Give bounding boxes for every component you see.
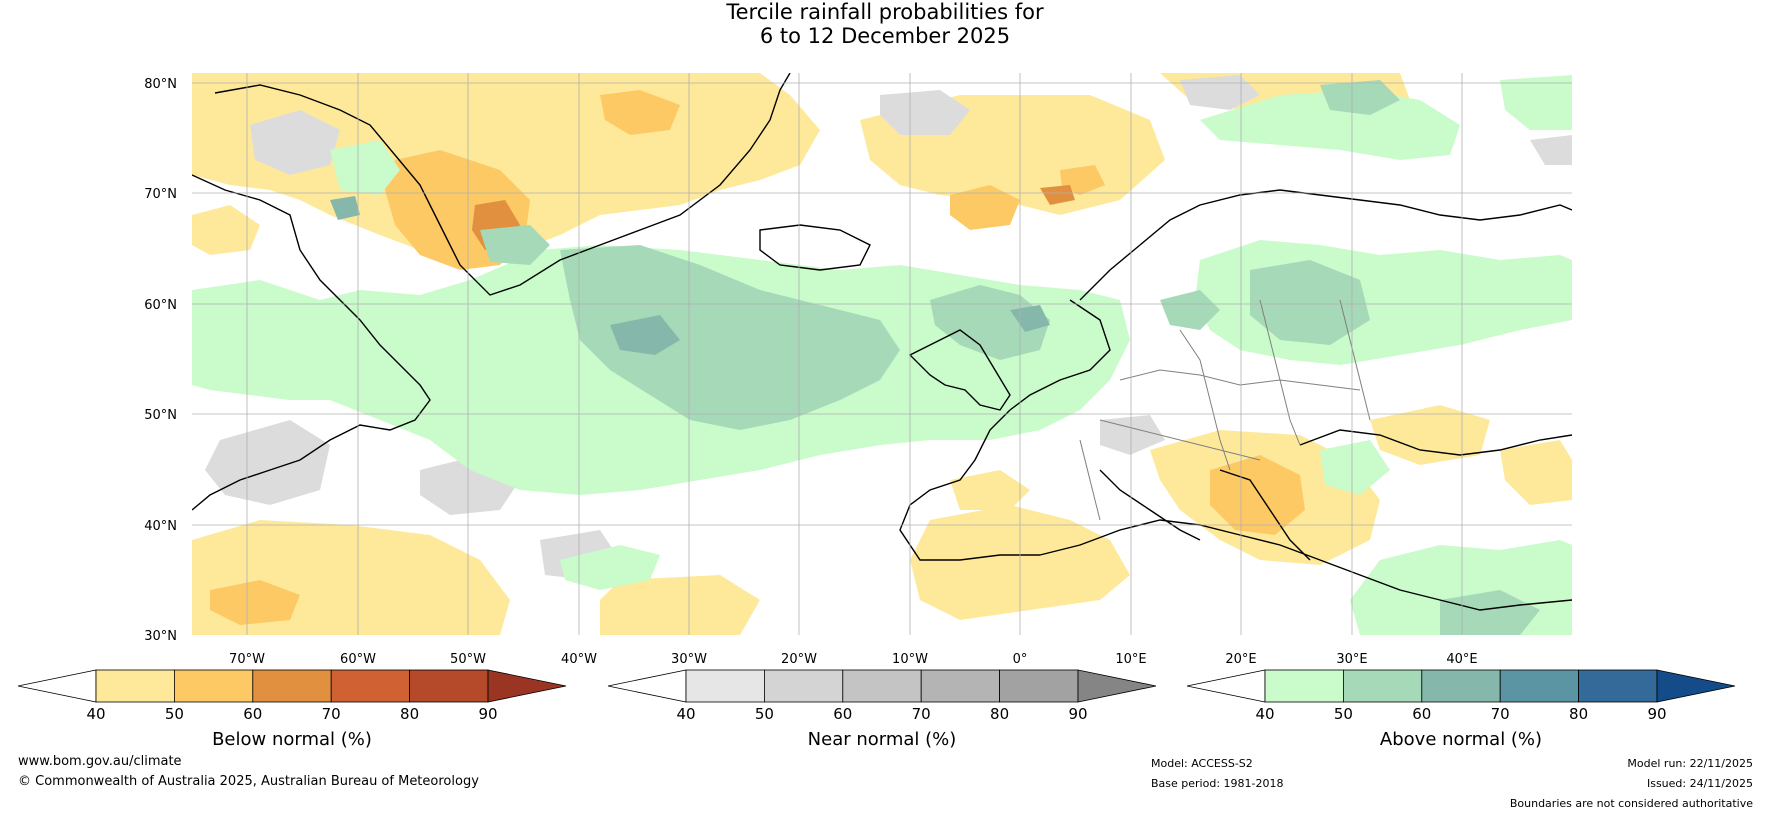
map-panel [192, 73, 1572, 635]
colorbar-segment [409, 669, 489, 703]
colorbar-tick-label: 60 [1412, 705, 1431, 723]
colorbar-max-arrow [1077, 669, 1157, 703]
colorbar-segment [920, 669, 1001, 703]
lon-label: 20°E [1225, 652, 1256, 667]
colorbar-above-normal: 40 50 60 70 80 90 Above normal (%) [1186, 669, 1736, 750]
colorbar-tick-label: 80 [990, 705, 1009, 723]
lat-label: 80°N [144, 77, 177, 92]
lon-label: 10°W [892, 652, 928, 667]
colorbar-label: Above normal (%) [1380, 729, 1542, 750]
colorbar-min-arrow [17, 669, 97, 703]
latitude-labels: 80°N 70°N 60°N 50°N 40°N 30°N [144, 77, 177, 644]
colorbar-segment [1578, 669, 1658, 703]
disclaimer-text: Boundaries are not considered authoritat… [1509, 797, 1753, 810]
lat-label: 40°N [144, 519, 177, 534]
colorbar-tick-label: 90 [1068, 705, 1087, 723]
colorbar-tick-label: 70 [1491, 705, 1510, 723]
copyright-text: © Commonwealth of Australia 2025, Austra… [18, 774, 479, 789]
graticule [192, 73, 1572, 635]
colorbar-segment [1343, 669, 1423, 703]
colorbar-tick-label: 40 [1255, 705, 1274, 723]
lon-label: 30°W [671, 652, 707, 667]
colorbar-label: Below normal (%) [212, 729, 372, 750]
colorbar-min-arrow [607, 669, 687, 703]
colorbar-segment [685, 669, 765, 703]
colorbar-tick-label: 40 [676, 705, 695, 723]
colorbar-tick-label: 90 [478, 705, 497, 723]
colorbar-segment [1421, 669, 1501, 703]
colorbar-segment [842, 669, 922, 703]
colorbar-tick-label: 50 [1334, 705, 1353, 723]
lon-label: 20°W [781, 652, 817, 667]
colorbar-min-arrow [1186, 669, 1266, 703]
lon-label: 40°E [1446, 652, 1477, 667]
colorbar-segment [1264, 669, 1344, 703]
title-line-2: 6 to 12 December 2025 [759, 24, 1011, 48]
colorbar-near-normal: 40 50 60 70 80 90 Near normal (%) [607, 669, 1157, 750]
base-period-text: Base period: 1981-2018 [1151, 777, 1284, 790]
probability-fields [192, 73, 1572, 635]
colorbar-segment [95, 669, 175, 703]
colorbar-tick-label: 70 [912, 705, 931, 723]
lon-label: 70°W [229, 652, 265, 667]
title-line-1: Tercile rainfall probabilities for [726, 0, 1044, 24]
longitude-labels: 70°W 60°W 50°W 40°W 30°W 20°W 10°W 0° 10… [229, 652, 1478, 667]
colorbar-segment [330, 669, 411, 703]
colorbar-tick-label: 40 [86, 705, 105, 723]
colorbar-segment [252, 669, 332, 703]
colorbar-max-arrow [487, 669, 567, 703]
lon-label: 30°E [1336, 652, 1367, 667]
map-title: Tercile rainfall probabilities for 6 to … [0, 0, 1770, 48]
colorbar-tick-label: 50 [165, 705, 184, 723]
lon-label: 60°W [340, 652, 376, 667]
website-text: www.bom.gov.au/climate [18, 754, 182, 769]
lat-label: 60°N [144, 298, 177, 313]
model-text: Model: ACCESS-S2 [1151, 757, 1253, 770]
colorbar-tick-label: 60 [833, 705, 852, 723]
colorbar-segment [764, 669, 844, 703]
country-boundaries [1079, 299, 1371, 521]
issued-text: Issued: 24/11/2025 [1646, 777, 1753, 790]
colorbar-tick-label: 50 [755, 705, 774, 723]
lon-label: 50°W [450, 652, 486, 667]
colorbar-tick-label: 80 [1569, 705, 1588, 723]
colorbar-tick-label: 70 [322, 705, 341, 723]
colorbar-tick-label: 60 [243, 705, 262, 723]
lon-label: 0° [1013, 652, 1028, 667]
lat-label: 30°N [144, 629, 177, 644]
lon-label: 10°E [1115, 652, 1146, 667]
lat-label: 70°N [144, 187, 177, 202]
colorbar-below-normal: 40 50 60 70 80 90 Below normal (%) [17, 669, 567, 750]
colorbar-segment [1499, 669, 1579, 703]
model-run-text: Model run: 22/11/2025 [1627, 757, 1753, 770]
colorbar-tick-label: 90 [1647, 705, 1666, 723]
colorbar-tick-label: 80 [400, 705, 419, 723]
colorbar-segment [999, 669, 1079, 703]
colorbar-max-arrow [1656, 669, 1736, 703]
colorbar-segment [173, 669, 254, 703]
lon-label: 40°W [561, 652, 597, 667]
lat-label: 50°N [144, 408, 177, 423]
colorbar-label: Near normal (%) [808, 729, 957, 750]
